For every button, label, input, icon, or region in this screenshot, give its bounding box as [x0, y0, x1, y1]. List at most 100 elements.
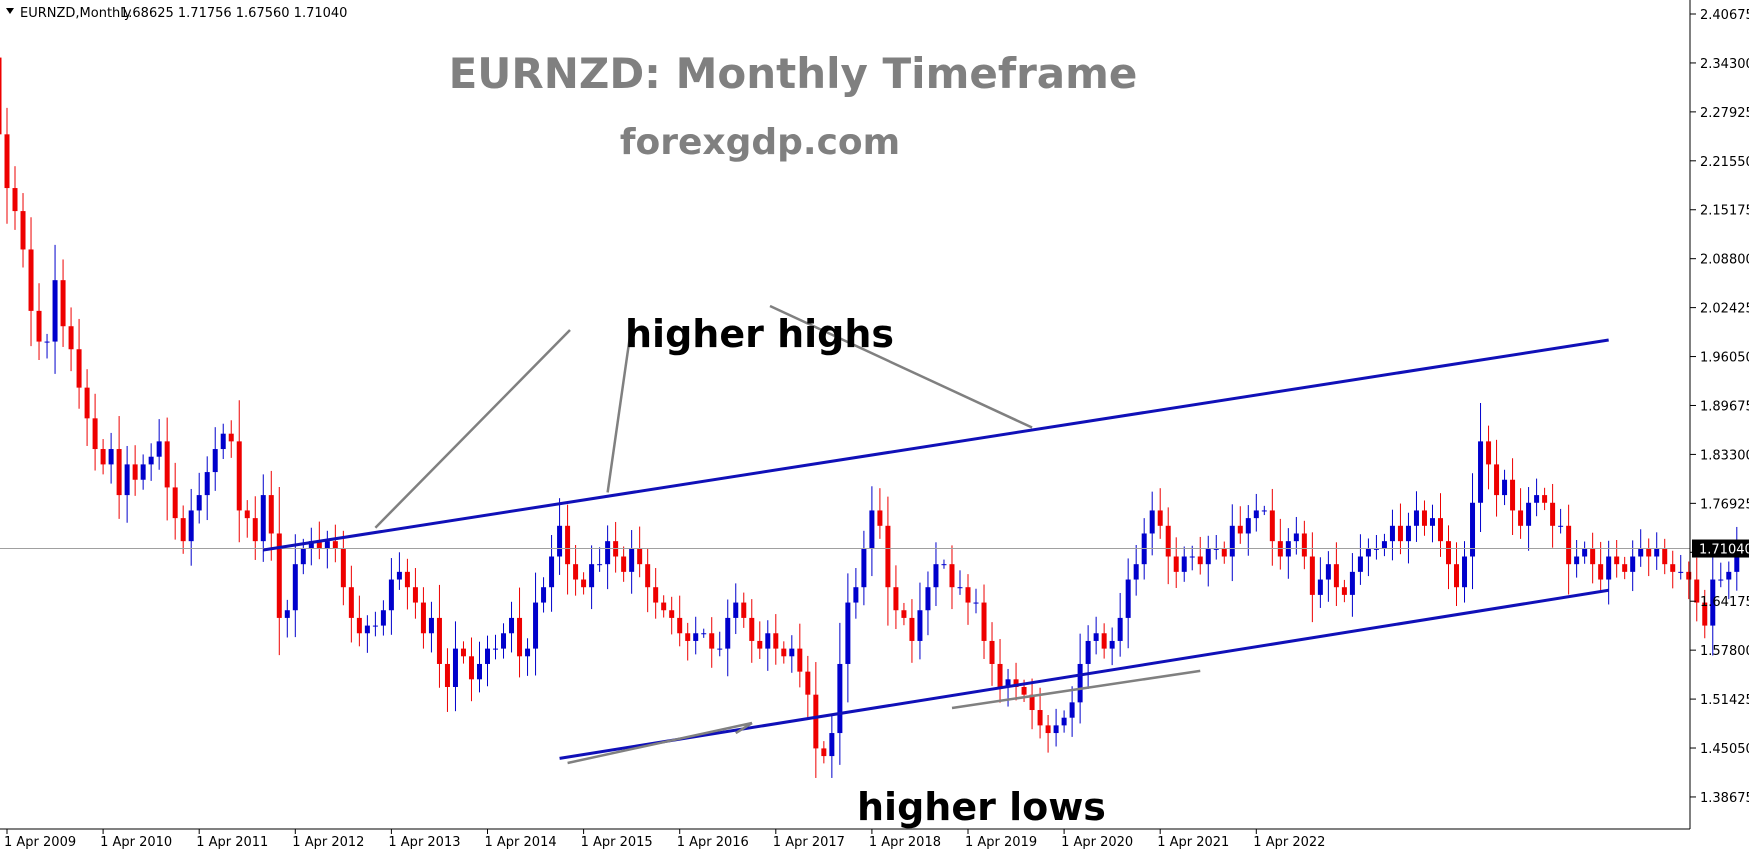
- price-tick-label: 1.96050: [1700, 351, 1749, 366]
- candle-body: [260, 495, 266, 542]
- candle-body: [621, 556, 627, 572]
- candle: [212, 427, 218, 491]
- candle-body: [180, 518, 186, 542]
- candle: [597, 547, 603, 572]
- candle-body: [300, 548, 306, 565]
- candle: [36, 283, 42, 361]
- time-axis[interactable]: 1 Apr 2009 1 Apr 2010 1 Apr 2011 1 Apr 2012…: [4, 829, 1325, 850]
- chart-header: EURNZD,Monthly 1.68625 1.71756 1.67560 1…: [6, 6, 347, 21]
- candle-body: [1638, 548, 1644, 557]
- candle-body: [292, 564, 298, 611]
- candle-body: [661, 602, 667, 611]
- candle: [1349, 553, 1355, 617]
- candle: [1606, 540, 1612, 605]
- candle-body: [1397, 525, 1403, 542]
- candle-body: [172, 487, 178, 519]
- candle-body: [1077, 663, 1083, 703]
- candle-body: [1574, 556, 1580, 565]
- candle-body: [693, 633, 699, 641]
- trendlines[interactable]: [263, 338, 1609, 760]
- candle: [693, 616, 699, 655]
- candle-body: [1229, 525, 1235, 557]
- candle: [1245, 505, 1251, 556]
- candle-body: [1197, 556, 1203, 565]
- candle-body: [236, 441, 242, 511]
- candle: [525, 638, 531, 676]
- candle-body: [821, 748, 827, 757]
- candle-body: [1253, 510, 1259, 519]
- candle-body: [757, 640, 763, 649]
- candle-body: [428, 617, 434, 634]
- candle-body: [228, 433, 234, 442]
- candle: [1478, 402, 1484, 532]
- time-tick-label: 1 Apr 2013: [388, 835, 460, 850]
- candle: [757, 621, 763, 659]
- candle-body: [1333, 564, 1339, 588]
- candle: [1726, 561, 1732, 600]
- candle: [1309, 532, 1315, 623]
- candle-body: [1510, 479, 1516, 511]
- candle: [84, 369, 90, 446]
- candle: [573, 544, 579, 596]
- candle: [1502, 469, 1508, 506]
- candle: [268, 470, 274, 561]
- candle: [1365, 538, 1371, 577]
- candle: [188, 488, 194, 566]
- candle-body: [100, 449, 106, 465]
- candle-body: [1245, 518, 1251, 534]
- dropdown-triangle-icon[interactable]: [6, 8, 14, 14]
- candle: [1582, 541, 1588, 564]
- candle-body: [1093, 633, 1099, 641]
- candle-body: [717, 648, 723, 650]
- candle-body: [1614, 556, 1620, 565]
- candle-body: [1654, 548, 1660, 557]
- candle: [1662, 538, 1668, 575]
- candle: [1205, 535, 1211, 587]
- candle-body: [332, 541, 338, 549]
- candle: [340, 530, 346, 606]
- candle: [1357, 534, 1363, 585]
- candle-body: [517, 617, 523, 657]
- candle-body: [1349, 571, 1355, 595]
- candle: [1678, 554, 1684, 580]
- candle: [1670, 550, 1676, 589]
- candle-body: [20, 211, 26, 250]
- candle-body: [412, 587, 418, 603]
- price-tick-label: 2.08800: [1700, 253, 1749, 268]
- candle: [1197, 536, 1203, 575]
- candle-body: [557, 525, 563, 557]
- price-axis[interactable]: 2.40675 2.34300 2.27925 2.21550 2.15175 2.088…: [1690, 8, 1749, 806]
- candle-body: [1133, 564, 1139, 580]
- candle: [973, 588, 979, 614]
- candle-body: [1181, 556, 1187, 572]
- candle-body: [1365, 548, 1371, 557]
- candle: [1069, 686, 1075, 737]
- candle: [452, 621, 458, 712]
- candle-body: [444, 663, 450, 687]
- candle: [1405, 512, 1411, 564]
- candle: [581, 572, 587, 595]
- candle: [1333, 542, 1339, 607]
- time-tick-label: 1 Apr 2019: [965, 835, 1037, 850]
- candle: [396, 552, 402, 590]
- candle-body: [1582, 548, 1588, 557]
- candle: [989, 622, 995, 686]
- candle: [1574, 540, 1580, 578]
- candle-body: [1029, 694, 1035, 711]
- candle: [1454, 542, 1460, 607]
- candle-body: [92, 418, 98, 450]
- candle-body: [925, 587, 931, 611]
- candle: [981, 584, 987, 659]
- candle: [180, 505, 186, 554]
- annotation-pointer-line: [374, 329, 571, 529]
- candle: [108, 432, 114, 484]
- candle-body: [837, 663, 843, 734]
- candle: [1542, 487, 1548, 511]
- candle: [204, 456, 210, 521]
- candle: [4, 107, 10, 224]
- candle-body: [485, 648, 490, 664]
- candle: [228, 420, 234, 458]
- candle-body: [1437, 518, 1443, 542]
- candle: [1718, 562, 1724, 588]
